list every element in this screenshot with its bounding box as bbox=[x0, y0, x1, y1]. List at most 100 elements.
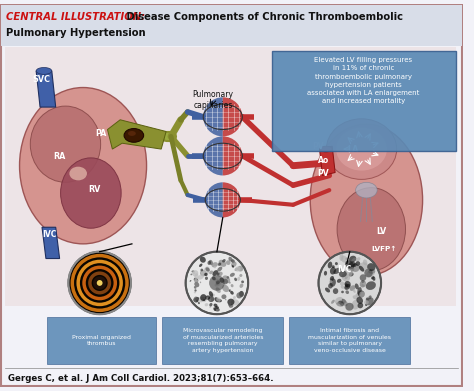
Ellipse shape bbox=[331, 300, 335, 304]
Ellipse shape bbox=[205, 303, 208, 306]
Ellipse shape bbox=[201, 269, 204, 274]
Ellipse shape bbox=[330, 278, 336, 287]
Wedge shape bbox=[223, 182, 240, 217]
Ellipse shape bbox=[359, 291, 365, 297]
Ellipse shape bbox=[349, 256, 356, 262]
Ellipse shape bbox=[219, 260, 226, 267]
Ellipse shape bbox=[349, 272, 354, 276]
Ellipse shape bbox=[241, 280, 244, 283]
Wedge shape bbox=[223, 136, 242, 176]
Ellipse shape bbox=[337, 188, 405, 271]
Ellipse shape bbox=[237, 277, 240, 281]
Ellipse shape bbox=[239, 283, 243, 288]
Polygon shape bbox=[108, 120, 166, 149]
Ellipse shape bbox=[336, 302, 344, 307]
Ellipse shape bbox=[237, 292, 242, 298]
Ellipse shape bbox=[353, 295, 358, 300]
Ellipse shape bbox=[210, 306, 211, 308]
Ellipse shape bbox=[333, 288, 338, 294]
Ellipse shape bbox=[201, 297, 207, 302]
Ellipse shape bbox=[360, 274, 366, 281]
Ellipse shape bbox=[328, 262, 332, 268]
Ellipse shape bbox=[344, 302, 348, 307]
Ellipse shape bbox=[367, 263, 375, 271]
Ellipse shape bbox=[229, 289, 231, 292]
Ellipse shape bbox=[204, 273, 208, 276]
Polygon shape bbox=[42, 227, 60, 258]
Ellipse shape bbox=[330, 277, 334, 283]
Text: RV: RV bbox=[88, 185, 100, 194]
Ellipse shape bbox=[339, 271, 347, 277]
Ellipse shape bbox=[346, 291, 349, 294]
Ellipse shape bbox=[198, 274, 204, 280]
Ellipse shape bbox=[209, 291, 213, 297]
Ellipse shape bbox=[363, 282, 366, 285]
Ellipse shape bbox=[327, 119, 397, 179]
Ellipse shape bbox=[228, 303, 231, 306]
Ellipse shape bbox=[366, 281, 376, 290]
Ellipse shape bbox=[364, 300, 369, 305]
Ellipse shape bbox=[359, 266, 364, 272]
Ellipse shape bbox=[362, 283, 365, 287]
Ellipse shape bbox=[205, 276, 208, 280]
Ellipse shape bbox=[223, 279, 228, 284]
Ellipse shape bbox=[199, 297, 204, 302]
Ellipse shape bbox=[330, 276, 334, 281]
Ellipse shape bbox=[124, 129, 144, 142]
Ellipse shape bbox=[128, 131, 136, 136]
Ellipse shape bbox=[214, 307, 220, 312]
Text: Microvascular remodeling
of muscularized arterioles
resembling pulmonary
artery : Microvascular remodeling of muscularized… bbox=[182, 328, 263, 353]
Ellipse shape bbox=[354, 263, 356, 267]
Ellipse shape bbox=[342, 299, 347, 306]
Ellipse shape bbox=[332, 265, 335, 268]
Ellipse shape bbox=[336, 127, 387, 170]
Ellipse shape bbox=[215, 278, 219, 284]
Ellipse shape bbox=[356, 257, 360, 261]
Ellipse shape bbox=[371, 276, 374, 279]
FancyBboxPatch shape bbox=[5, 47, 456, 307]
Ellipse shape bbox=[208, 296, 214, 302]
Ellipse shape bbox=[194, 291, 196, 293]
Ellipse shape bbox=[344, 284, 350, 290]
Ellipse shape bbox=[222, 285, 229, 292]
FancyBboxPatch shape bbox=[289, 317, 410, 364]
Ellipse shape bbox=[328, 283, 333, 289]
Ellipse shape bbox=[222, 259, 226, 262]
Ellipse shape bbox=[191, 274, 192, 275]
Ellipse shape bbox=[219, 278, 224, 283]
Ellipse shape bbox=[194, 286, 197, 289]
Ellipse shape bbox=[232, 265, 234, 268]
Text: Pulmonary
capillaries: Pulmonary capillaries bbox=[192, 90, 234, 110]
Ellipse shape bbox=[351, 264, 360, 272]
Ellipse shape bbox=[201, 269, 203, 271]
Ellipse shape bbox=[200, 294, 207, 301]
Ellipse shape bbox=[231, 299, 239, 305]
Ellipse shape bbox=[352, 300, 359, 310]
Ellipse shape bbox=[228, 299, 235, 305]
Ellipse shape bbox=[190, 280, 191, 282]
Ellipse shape bbox=[340, 302, 344, 306]
FancyBboxPatch shape bbox=[1, 5, 462, 47]
Ellipse shape bbox=[216, 298, 221, 302]
Ellipse shape bbox=[205, 296, 210, 300]
Polygon shape bbox=[36, 71, 55, 107]
Ellipse shape bbox=[351, 258, 356, 262]
Ellipse shape bbox=[213, 307, 216, 311]
Text: Proximal organized
thrombus: Proximal organized thrombus bbox=[72, 335, 131, 346]
Text: Gerges C, et al. J Am Coll Cardiol. 2023;81(7):653–664.: Gerges C, et al. J Am Coll Cardiol. 2023… bbox=[8, 374, 273, 383]
Text: SVC: SVC bbox=[32, 75, 50, 84]
Ellipse shape bbox=[194, 278, 198, 282]
Ellipse shape bbox=[203, 299, 205, 301]
Ellipse shape bbox=[359, 262, 368, 271]
FancyBboxPatch shape bbox=[47, 317, 156, 364]
Ellipse shape bbox=[373, 279, 375, 281]
Ellipse shape bbox=[230, 291, 234, 295]
FancyBboxPatch shape bbox=[272, 51, 456, 151]
Ellipse shape bbox=[346, 258, 348, 260]
Ellipse shape bbox=[225, 299, 227, 300]
Ellipse shape bbox=[335, 262, 338, 265]
Ellipse shape bbox=[209, 260, 213, 265]
Ellipse shape bbox=[335, 297, 343, 304]
Ellipse shape bbox=[218, 263, 221, 266]
Ellipse shape bbox=[363, 260, 367, 265]
